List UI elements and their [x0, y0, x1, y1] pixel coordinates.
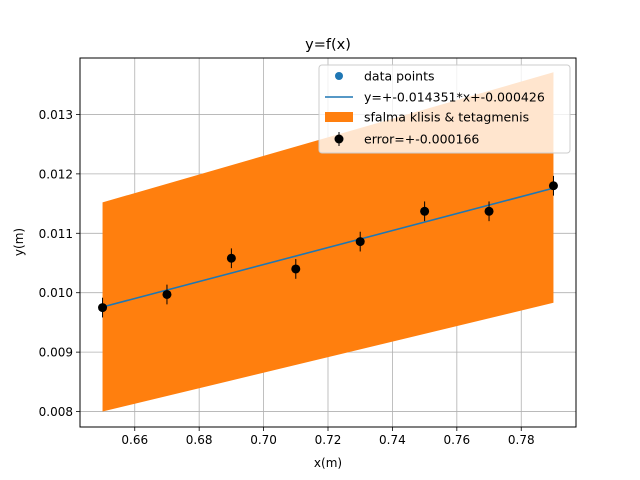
data-point-4: [355, 237, 365, 247]
chart-title: y=f(x): [305, 37, 351, 53]
error-band: [102, 72, 554, 412]
legend-marker-points: [335, 72, 343, 80]
x-tick-label-4: 0.74: [379, 433, 406, 447]
legend-label-error: error=+-0.000166: [364, 132, 479, 147]
x-axis-label: x(m): [314, 456, 342, 470]
data-point-6: [484, 206, 494, 216]
y-tick-label-4: 0.012: [39, 167, 73, 181]
legend: data points y=+-0.014351*x+-0.000426 sfa…: [318, 64, 571, 154]
data-point-7: [548, 181, 558, 191]
y-tick-label-5: 0.013: [39, 108, 73, 122]
legend-label-band: sfalma klisis & tetagmenis: [364, 110, 529, 125]
x-tick-label-2: 0.70: [250, 433, 277, 447]
y-tick-label-2: 0.010: [39, 286, 73, 300]
x-tick-label-3: 0.72: [315, 433, 342, 447]
data-point-3: [291, 264, 301, 274]
data-point-0: [98, 303, 108, 313]
data-point-2: [226, 253, 236, 263]
legend-label-points: data points: [364, 69, 435, 84]
legend-marker-error-point: [334, 134, 344, 144]
legend-marker-band: [325, 112, 353, 122]
y-axis-label: y(m): [12, 228, 26, 256]
confidence-band: [102, 72, 554, 412]
y-tick-label-1: 0.009: [39, 346, 73, 360]
x-tick-label-6: 0.78: [508, 433, 535, 447]
y-ticks: 0.008 0.009 0.010 0.011 0.012 0.013: [39, 108, 80, 419]
legend-label-fit: y=+-0.014351*x+-0.000426: [364, 90, 545, 105]
x-tick-label-0: 0.66: [121, 433, 148, 447]
y-tick-label-0: 0.008: [39, 405, 73, 419]
fit-line: [102, 187, 554, 308]
fit-line-group: [102, 187, 554, 308]
y-tick-label-3: 0.011: [39, 227, 73, 241]
x-ticks: 0.66 0.68 0.70 0.72 0.74 0.76 0.78: [121, 427, 535, 447]
data-points: [98, 181, 558, 313]
x-tick-label-1: 0.68: [186, 433, 213, 447]
x-tick-label-5: 0.76: [443, 433, 470, 447]
data-point-5: [420, 206, 430, 216]
legend-box: [318, 64, 571, 154]
data-point-1: [162, 289, 172, 299]
